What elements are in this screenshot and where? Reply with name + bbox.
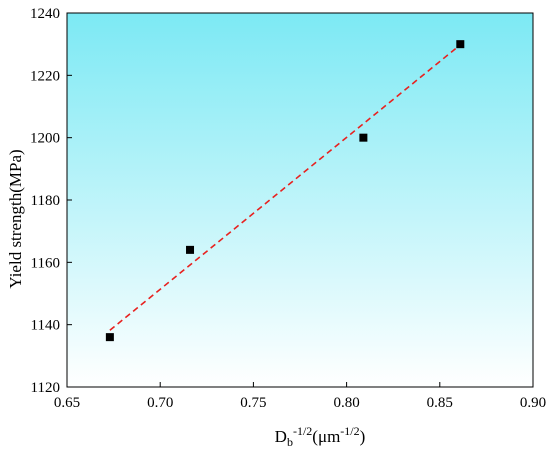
- y-tick-label: 1180: [31, 193, 60, 209]
- y-tick-label: 1140: [31, 318, 60, 334]
- x-tick-label: 0.75: [240, 395, 266, 411]
- data-point: [186, 245, 195, 254]
- y-tick-label: 1200: [30, 131, 60, 147]
- x-tick-label: 0.80: [333, 395, 359, 411]
- fit-line: [109, 44, 461, 331]
- x-tick-label: 0.85: [427, 395, 453, 411]
- x-axis-title-sup: -1/2: [293, 424, 312, 438]
- data-point: [456, 40, 465, 49]
- x-axis-title-sub: b: [287, 435, 293, 449]
- y-tick-label: 1120: [31, 380, 60, 396]
- y-axis-title: Yield strength(MPa): [6, 149, 25, 288]
- x-axis-title-unit-sup: -1/2: [340, 424, 359, 438]
- x-axis-title: Db-1/2(μm-1/2): [275, 424, 366, 449]
- data-point: [105, 333, 114, 342]
- y-tick-label: 1160: [31, 255, 60, 271]
- x-tick-label: 0.90: [520, 395, 546, 411]
- x-axis-title-unit-close: ): [360, 427, 366, 446]
- x-tick-label: 0.65: [54, 395, 80, 411]
- x-axis-title-unit-open: (μm: [312, 427, 340, 446]
- plot-area: [67, 13, 533, 387]
- y-tick-label: 1240: [30, 6, 60, 22]
- x-tick-label: 0.70: [147, 395, 173, 411]
- x-axis-title-base: D: [275, 427, 287, 446]
- y-tick-label: 1220: [30, 68, 60, 84]
- plot-frame: [66, 12, 534, 388]
- data-point: [359, 133, 368, 142]
